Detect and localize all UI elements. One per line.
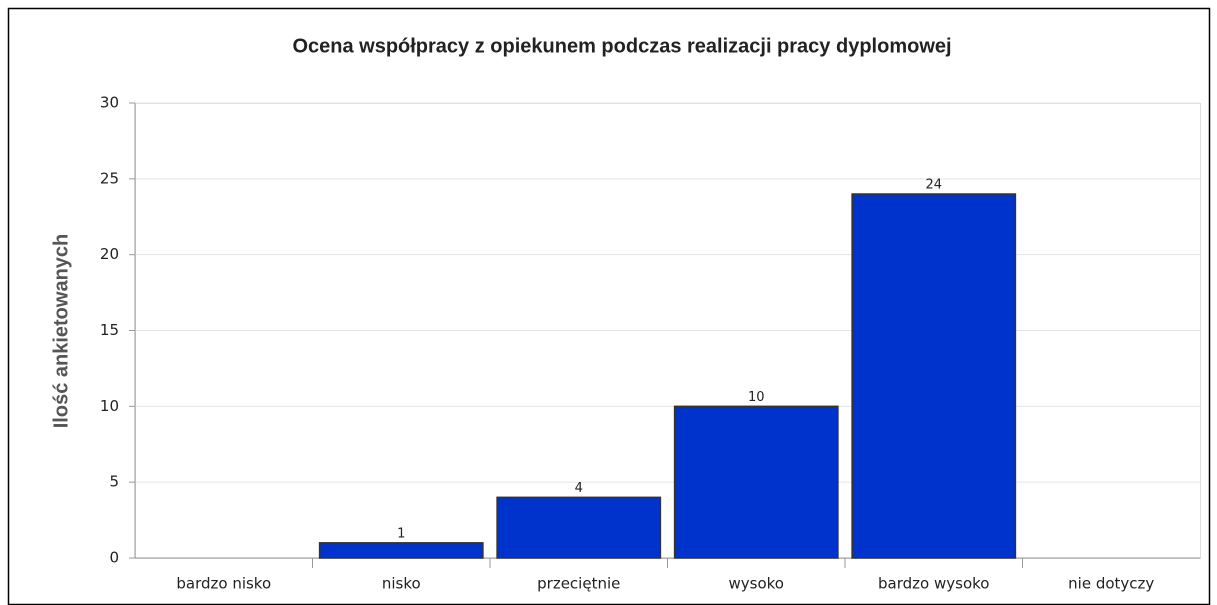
y-tick-label: 5	[109, 473, 119, 491]
value-label: 10	[748, 390, 765, 405]
x-tick-label: bardzo wysoko	[878, 575, 989, 593]
value-label: 1	[397, 526, 405, 541]
chart-title: Ocena współpracy z opiekunem podczas rea…	[292, 35, 951, 57]
y-tick-label: 30	[100, 94, 119, 112]
bar	[318, 542, 484, 559]
x-tick-label: przeciętnie	[537, 575, 620, 593]
y-tick-label: 15	[100, 321, 119, 339]
value-label: 24	[925, 178, 942, 193]
x-tick-label: nisko	[382, 575, 421, 593]
x-tick-label: bardzo nisko	[176, 575, 271, 593]
y-tick-label: 10	[100, 397, 119, 415]
bar	[851, 193, 1017, 559]
bar	[496, 496, 662, 559]
x-tick-label: nie dotyczy	[1068, 575, 1154, 593]
y-tick-label: 0	[109, 549, 119, 567]
y-axis-label: Ilość ankietowanych	[50, 234, 72, 429]
y-tick-label: 20	[100, 245, 119, 263]
value-label: 4	[575, 481, 583, 496]
bar	[673, 405, 839, 559]
y-tick-label: 25	[100, 169, 119, 187]
x-tick-label: wysoko	[729, 575, 784, 593]
